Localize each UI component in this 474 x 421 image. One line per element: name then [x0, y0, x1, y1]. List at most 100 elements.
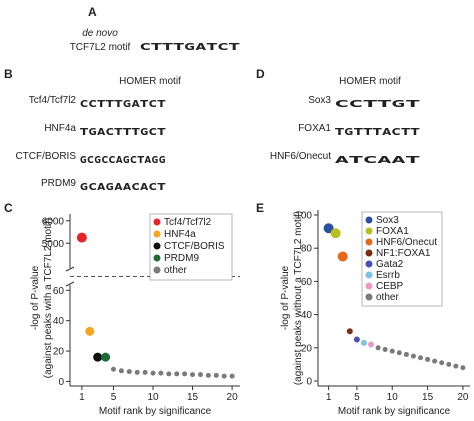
legend-marker [365, 260, 373, 268]
legend-marker [153, 218, 161, 226]
logo-letter: C [349, 99, 363, 110]
logo-letter: C [363, 155, 377, 166]
y-tick-label: 20 [53, 347, 65, 358]
x-tick-label: 10 [147, 392, 159, 403]
logo-letter: G [159, 155, 166, 166]
point [323, 223, 334, 234]
logo-letter: A [145, 155, 152, 166]
panel-label: D [256, 67, 265, 81]
point [142, 369, 148, 375]
logo-letter: G [123, 99, 131, 110]
point [213, 372, 219, 378]
logo-letter: C [392, 127, 401, 138]
logo-letter: A [140, 182, 148, 193]
logo-letter: G [184, 42, 195, 53]
point [337, 251, 348, 262]
legend-label: Tcf4/Tcf7l2 [164, 217, 212, 228]
logo-letter: C [149, 99, 157, 110]
legend-marker [365, 282, 373, 290]
logo-letter: T [151, 42, 162, 53]
point [368, 341, 375, 348]
legend-label: Sox3 [376, 215, 399, 226]
point [93, 352, 103, 362]
legend-marker [365, 271, 373, 279]
point [197, 372, 203, 378]
logo-letter: A [196, 42, 207, 53]
motif-label: de novo [82, 28, 118, 39]
logo-letter: A [392, 155, 406, 166]
point [453, 363, 459, 369]
motif-title: HOMER motif [119, 76, 181, 87]
legend-marker [365, 238, 373, 246]
legend-marker [365, 293, 373, 301]
logo-letter: C [132, 182, 140, 193]
logo-letter: G [344, 127, 353, 138]
logo-letter: T [401, 127, 410, 138]
panel-label: B [4, 67, 13, 81]
point [134, 369, 140, 375]
logo-letter: A [97, 182, 105, 193]
legend-label: HNF4a [164, 229, 196, 240]
point [446, 361, 452, 367]
motif-label: TCF7L2 motif [70, 42, 131, 53]
logo-letter: T [157, 99, 165, 110]
motif-name: HNF4a [44, 123, 76, 134]
logo-letter: A [335, 155, 349, 166]
logo-letter: T [229, 42, 240, 53]
logo-letter: C [149, 182, 157, 193]
point [229, 373, 235, 379]
motif-name: CTCF/BORIS [15, 151, 76, 162]
motif-name: Sox3 [308, 95, 331, 106]
logo-letter: T [132, 127, 140, 138]
logo-letter: C [89, 99, 97, 110]
logo-letter: T [373, 127, 382, 138]
logo-letter: A [382, 127, 391, 138]
y-tick-label: 60 [53, 286, 65, 297]
point [410, 353, 416, 359]
x-axis-label: Motif rank by significance [99, 406, 212, 417]
y-tick-label: 80 [301, 244, 313, 255]
y-tick-label: 20 [301, 343, 313, 354]
point [346, 328, 353, 335]
y-tick-label: 0 [58, 377, 64, 388]
legend-label: other [376, 292, 399, 303]
logo-letter: T [335, 127, 344, 138]
legend-box [361, 211, 443, 307]
point [76, 232, 87, 243]
x-tick-label: 20 [457, 392, 469, 403]
logo-letter: T [363, 99, 377, 110]
y-axis-label: -log of P-value [30, 265, 41, 330]
y-tick-label: 40 [301, 310, 313, 321]
point [174, 371, 180, 377]
y-tick-label: 40 [53, 316, 65, 327]
logo-letter: C [140, 42, 151, 53]
motif-title: HOMER motif [339, 76, 401, 87]
logo-letter: T [207, 42, 218, 53]
panel-label: A [88, 5, 97, 19]
logo-letter: C [89, 182, 97, 193]
point [166, 371, 172, 377]
logo-letter: T [173, 42, 184, 53]
y-tick-label: 60 [301, 277, 313, 288]
y-tick-label: 5000 [42, 239, 65, 250]
x-tick-label: 5 [354, 392, 360, 403]
point [418, 355, 424, 361]
legend-label: CEBP [376, 281, 404, 292]
logo-letter: G [152, 155, 159, 166]
logo-letter: G [123, 155, 130, 166]
logo-letter: A [378, 155, 392, 166]
logo-letter: A [123, 182, 131, 193]
logo-letter: T [157, 127, 165, 138]
motif-name: PRDM9 [41, 178, 76, 189]
point [382, 346, 388, 352]
logo-letter: G [106, 182, 114, 193]
y-axis-label: (against peaks without a TCF7L2 motif) [293, 211, 304, 385]
point [158, 370, 164, 376]
legend-label: NF1:FOXA1 [376, 248, 431, 259]
logo-letter: T [97, 99, 105, 110]
logo-letter: C [149, 127, 157, 138]
logo-letter: G [89, 127, 97, 138]
point [432, 358, 438, 364]
x-tick-label: 15 [187, 392, 199, 403]
